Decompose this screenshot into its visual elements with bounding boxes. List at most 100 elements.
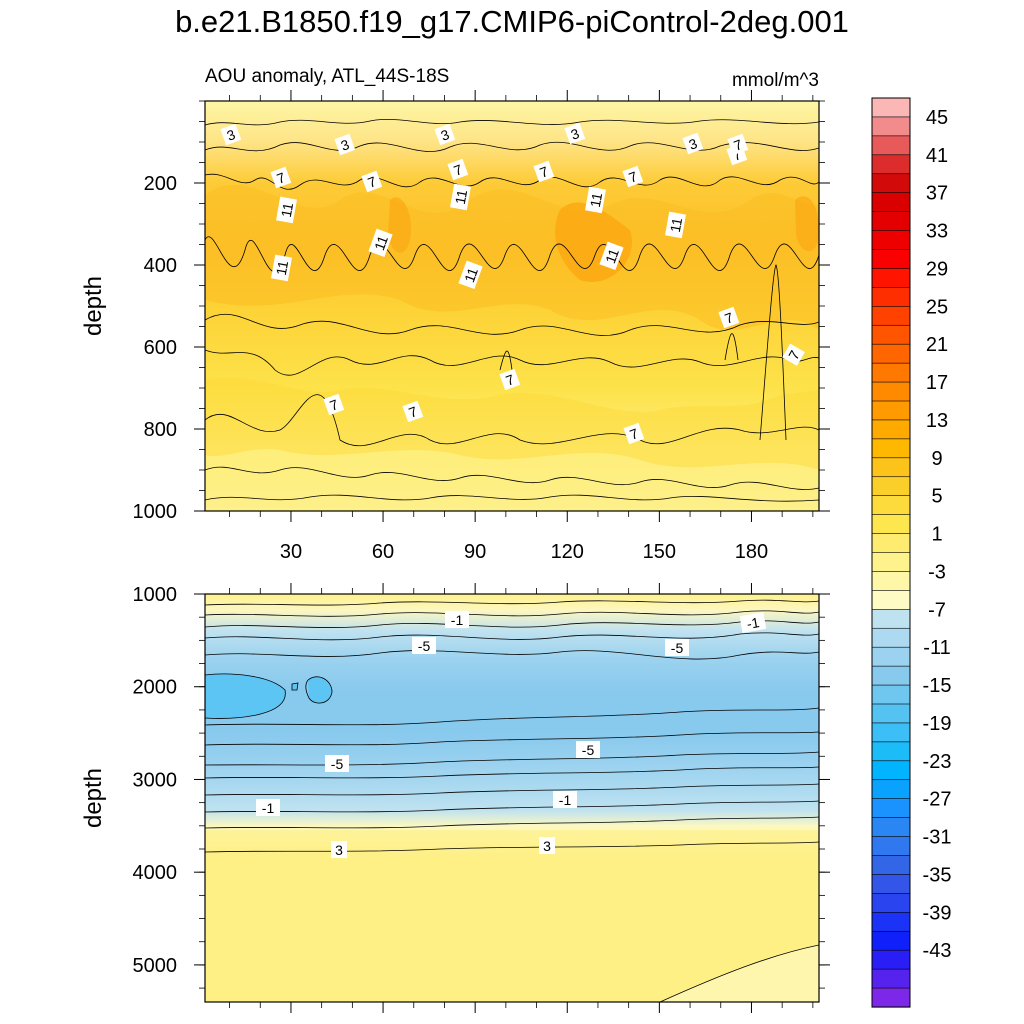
colorbar-swatch: [871, 135, 911, 156]
y-tick-label: 600: [144, 337, 177, 359]
x-tick-label: 90: [464, 541, 486, 563]
colorbar-swatch: [871, 987, 911, 1008]
contour-label-text: 11: [278, 201, 296, 218]
colorbar-swatch: [871, 400, 911, 421]
top-y-axis: 200 400 600 800 1000: [133, 100, 830, 523]
contour-label-box: [739, 612, 767, 633]
figure-title: b.e21.B1850.f19_g17.CMIP6-piControl-2deg…: [175, 4, 849, 39]
contour-label-text: 3: [335, 842, 343, 858]
contour-label: -1: [445, 611, 469, 628]
x-tick-label: 30: [280, 541, 302, 563]
contour-label: 7: [623, 422, 645, 445]
colorbar-swatch: [871, 249, 911, 270]
contour-label-box: [623, 422, 645, 445]
contour-label-box: [585, 186, 606, 214]
contour-label: 7: [782, 343, 805, 366]
contour-label-box: [270, 166, 292, 189]
colorbar-swatch: [871, 324, 911, 345]
bottom-panel-frame: [204, 593, 820, 1003]
contour-label: 3: [564, 122, 586, 145]
colorbar-swatch: [871, 552, 911, 573]
contour-label-text: 11: [461, 265, 481, 284]
colorbar-label: 33: [926, 221, 948, 243]
contour-label: 7: [533, 160, 555, 183]
contour-label: 7: [718, 306, 740, 329]
contour-label: 11: [368, 228, 393, 258]
x-tick-label: 180: [735, 541, 768, 563]
contour-label: -1: [256, 799, 280, 816]
colorbar-swatch: [871, 930, 911, 951]
colorbar-label: -27: [923, 789, 952, 811]
contour-label-box: [665, 211, 686, 239]
contour-label-text: -5: [671, 640, 684, 656]
colorbar-swatch: [871, 419, 911, 440]
contour-label-text: -1: [451, 612, 464, 628]
top-contour-lines: [205, 118, 819, 502]
contour-label: -5: [665, 639, 689, 656]
colorbar-swatch: [871, 855, 911, 876]
contour-label-box: [782, 343, 805, 366]
contour-label-box: [271, 254, 292, 282]
colorbar-label: -39: [923, 902, 952, 924]
contour-label-text: 3: [543, 838, 551, 854]
contour-label: -1: [739, 612, 767, 633]
colorbar-label: 29: [926, 258, 948, 280]
colorbar-swatch: [871, 438, 911, 459]
contour-label-box: [718, 306, 740, 329]
colorbar-swatch: [871, 703, 911, 724]
colorbar-swatch: [871, 893, 911, 913]
y-tick-label: 2000: [133, 677, 178, 699]
colorbar-swatch: [871, 817, 911, 838]
colorbar-swatch: [871, 476, 911, 497]
contour-label: 3: [434, 123, 456, 146]
contour-label-text: 11: [587, 191, 605, 208]
colorbar-swatch: [871, 874, 911, 894]
y-tick-label: 800: [144, 419, 177, 441]
contour-label-box: [368, 228, 393, 258]
bottom-contour-shading: [205, 673, 819, 1002]
colorbar-swatch: [871, 230, 911, 251]
colorbar-swatch: [871, 211, 911, 232]
colorbar-swatch: [871, 173, 911, 194]
contour-label-box: [412, 637, 436, 654]
contour-label-box: [331, 841, 347, 858]
colorbar-label: -43: [923, 940, 952, 962]
contour-label: 11: [458, 260, 483, 290]
colorbar-swatch: [871, 571, 911, 591]
contour-label: 3: [220, 123, 242, 146]
colorbar-swatch: [871, 287, 911, 307]
colorbar-swatch: [871, 343, 911, 364]
contour-label-text: -5: [582, 742, 595, 758]
units-label: mmol/m^3: [732, 70, 819, 91]
colorbar-swatch: [871, 154, 911, 175]
colorbar-swatch: [871, 912, 911, 932]
colorbar-label: 17: [926, 372, 948, 394]
colorbar-swatch: [871, 665, 911, 686]
contour-label-text: 11: [371, 233, 391, 252]
contour-label-text: 11: [602, 246, 622, 265]
colorbar-swatch: [871, 590, 911, 610]
colorbar-label: 37: [926, 183, 948, 205]
contour-label: 11: [585, 186, 606, 214]
colorbar-swatch: [871, 381, 911, 402]
colorbar: 45 41 37 33 29 25 21 17 13 9 5 1 -3 -7 -11 -15 -19 -23 -27…: [871, 97, 952, 1008]
contour-label-box: [334, 133, 356, 156]
contour-label: 11: [276, 196, 297, 224]
x-tick-label: 150: [643, 541, 676, 563]
contour-label-box: [256, 799, 280, 816]
colorbar-label: -15: [923, 675, 952, 697]
colorbar-label: -3: [928, 561, 946, 583]
contour-label-box: [539, 837, 555, 854]
contour-label: 11: [450, 183, 471, 211]
bottom-panel: -1 -1-5 -5-5-5-1 -13 3 10002000300040005000 …: [80, 583, 830, 1013]
contour-label-text: 11: [273, 259, 291, 276]
contour-label-box: [564, 122, 586, 145]
contour-label-text: -5: [418, 638, 431, 654]
colorbar-swatch: [871, 457, 911, 478]
colorbar-swatch: [871, 609, 911, 629]
contour-label: -5: [325, 755, 349, 772]
contour-label: -5: [576, 741, 600, 758]
contour-label-box: [727, 133, 749, 156]
